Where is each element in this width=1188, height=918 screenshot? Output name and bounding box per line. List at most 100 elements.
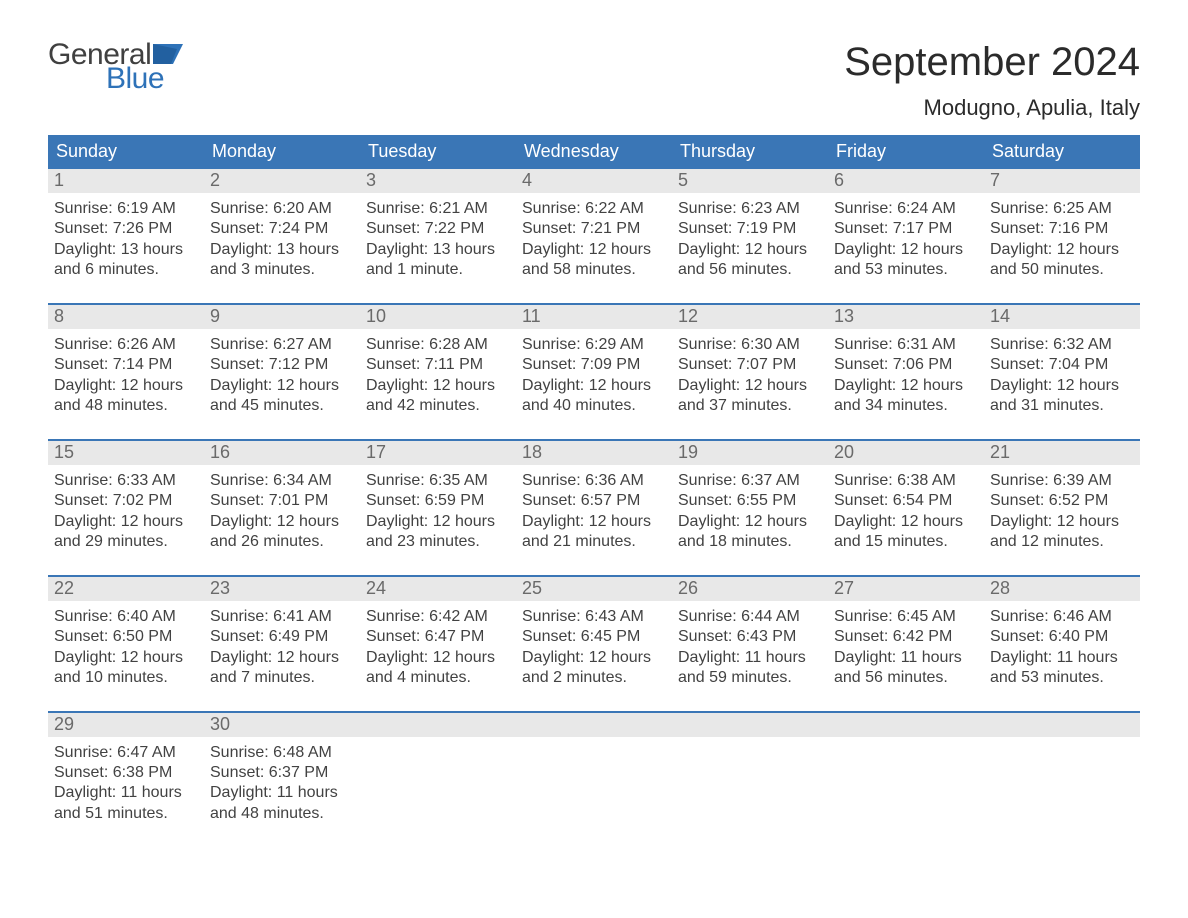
day-cell: Sunrise: 6:48 AMSunset: 6:37 PMDaylight:… xyxy=(204,737,360,829)
day-number: 11 xyxy=(516,305,672,329)
dow-sunday: Sunday xyxy=(48,135,204,169)
day-cell: Sunrise: 6:22 AMSunset: 7:21 PMDaylight:… xyxy=(516,193,672,285)
day-number: 9 xyxy=(204,305,360,329)
brand-logo: General Blue xyxy=(48,40,183,94)
day-number: 27 xyxy=(828,577,984,601)
day-dl1: Daylight: 13 hours xyxy=(366,240,510,260)
day-cell: Sunrise: 6:23 AMSunset: 7:19 PMDaylight:… xyxy=(672,193,828,285)
day-cell: Sunrise: 6:30 AMSunset: 7:07 PMDaylight:… xyxy=(672,329,828,421)
day-sunset: Sunset: 7:19 PM xyxy=(678,219,822,239)
day-dl1: Daylight: 11 hours xyxy=(210,783,354,803)
day-number xyxy=(516,713,672,737)
day-cell: Sunrise: 6:41 AMSunset: 6:49 PMDaylight:… xyxy=(204,601,360,693)
day-cell xyxy=(516,737,672,829)
day-cell: Sunrise: 6:37 AMSunset: 6:55 PMDaylight:… xyxy=(672,465,828,557)
dow-wednesday: Wednesday xyxy=(516,135,672,169)
day-dl1: Daylight: 12 hours xyxy=(522,648,666,668)
day-sunrise: Sunrise: 6:42 AM xyxy=(366,607,510,627)
day-sunrise: Sunrise: 6:24 AM xyxy=(834,199,978,219)
day-sunrise: Sunrise: 6:46 AM xyxy=(990,607,1134,627)
day-number: 7 xyxy=(984,169,1140,193)
day-sunrise: Sunrise: 6:25 AM xyxy=(990,199,1134,219)
day-dl2: and 56 minutes. xyxy=(678,260,822,280)
day-dl2: and 15 minutes. xyxy=(834,532,978,552)
day-dl2: and 56 minutes. xyxy=(834,668,978,688)
day-cell: Sunrise: 6:19 AMSunset: 7:26 PMDaylight:… xyxy=(48,193,204,285)
day-dl1: Daylight: 12 hours xyxy=(54,376,198,396)
day-dl1: Daylight: 12 hours xyxy=(522,512,666,532)
day-number: 4 xyxy=(516,169,672,193)
day-dl1: Daylight: 12 hours xyxy=(366,648,510,668)
day-sunset: Sunset: 7:01 PM xyxy=(210,491,354,511)
day-number: 2 xyxy=(204,169,360,193)
day-dl1: Daylight: 12 hours xyxy=(210,512,354,532)
day-number: 10 xyxy=(360,305,516,329)
day-cell: Sunrise: 6:34 AMSunset: 7:01 PMDaylight:… xyxy=(204,465,360,557)
day-number: 17 xyxy=(360,441,516,465)
day-number: 30 xyxy=(204,713,360,737)
day-dl2: and 4 minutes. xyxy=(366,668,510,688)
calendar-week: 1234567Sunrise: 6:19 AMSunset: 7:26 PMDa… xyxy=(48,169,1140,285)
day-number: 20 xyxy=(828,441,984,465)
day-sunset: Sunset: 6:40 PM xyxy=(990,627,1134,647)
day-sunset: Sunset: 6:38 PM xyxy=(54,763,198,783)
day-sunrise: Sunrise: 6:19 AM xyxy=(54,199,198,219)
day-dl1: Daylight: 12 hours xyxy=(834,240,978,260)
day-dl2: and 48 minutes. xyxy=(54,396,198,416)
day-dl2: and 31 minutes. xyxy=(990,396,1134,416)
day-sunset: Sunset: 6:57 PM xyxy=(522,491,666,511)
day-cell: Sunrise: 6:46 AMSunset: 6:40 PMDaylight:… xyxy=(984,601,1140,693)
day-dl2: and 21 minutes. xyxy=(522,532,666,552)
day-number xyxy=(828,713,984,737)
day-cell xyxy=(984,737,1140,829)
day-cell: Sunrise: 6:40 AMSunset: 6:50 PMDaylight:… xyxy=(48,601,204,693)
day-cell: Sunrise: 6:43 AMSunset: 6:45 PMDaylight:… xyxy=(516,601,672,693)
day-number: 22 xyxy=(48,577,204,601)
day-dl1: Daylight: 12 hours xyxy=(990,376,1134,396)
calendar-week: 15161718192021Sunrise: 6:33 AMSunset: 7:… xyxy=(48,439,1140,557)
month-title: September 2024 xyxy=(844,40,1140,85)
day-dl2: and 29 minutes. xyxy=(54,532,198,552)
day-dl1: Daylight: 12 hours xyxy=(210,648,354,668)
calendar-week: 2930Sunrise: 6:47 AMSunset: 6:38 PMDayli… xyxy=(48,711,1140,829)
day-number: 26 xyxy=(672,577,828,601)
day-dl1: Daylight: 12 hours xyxy=(366,512,510,532)
day-number: 19 xyxy=(672,441,828,465)
day-cell: Sunrise: 6:39 AMSunset: 6:52 PMDaylight:… xyxy=(984,465,1140,557)
day-dl2: and 2 minutes. xyxy=(522,668,666,688)
day-dl2: and 59 minutes. xyxy=(678,668,822,688)
day-sunrise: Sunrise: 6:31 AM xyxy=(834,335,978,355)
day-cell: Sunrise: 6:27 AMSunset: 7:12 PMDaylight:… xyxy=(204,329,360,421)
day-sunrise: Sunrise: 6:48 AM xyxy=(210,743,354,763)
day-sunset: Sunset: 7:24 PM xyxy=(210,219,354,239)
day-number-row: 2930 xyxy=(48,713,1140,737)
day-cell: Sunrise: 6:29 AMSunset: 7:09 PMDaylight:… xyxy=(516,329,672,421)
day-dl1: Daylight: 12 hours xyxy=(54,512,198,532)
day-cell: Sunrise: 6:45 AMSunset: 6:42 PMDaylight:… xyxy=(828,601,984,693)
day-dl1: Daylight: 12 hours xyxy=(834,376,978,396)
day-cell: Sunrise: 6:25 AMSunset: 7:16 PMDaylight:… xyxy=(984,193,1140,285)
day-cell: Sunrise: 6:38 AMSunset: 6:54 PMDaylight:… xyxy=(828,465,984,557)
day-dl2: and 26 minutes. xyxy=(210,532,354,552)
day-number xyxy=(984,713,1140,737)
day-cell: Sunrise: 6:32 AMSunset: 7:04 PMDaylight:… xyxy=(984,329,1140,421)
day-sunrise: Sunrise: 6:29 AM xyxy=(522,335,666,355)
day-sunrise: Sunrise: 6:27 AM xyxy=(210,335,354,355)
day-sunrise: Sunrise: 6:20 AM xyxy=(210,199,354,219)
day-dl2: and 42 minutes. xyxy=(366,396,510,416)
day-sunrise: Sunrise: 6:26 AM xyxy=(54,335,198,355)
day-cell: Sunrise: 6:47 AMSunset: 6:38 PMDaylight:… xyxy=(48,737,204,829)
day-dl2: and 3 minutes. xyxy=(210,260,354,280)
day-sunset: Sunset: 6:52 PM xyxy=(990,491,1134,511)
day-number: 12 xyxy=(672,305,828,329)
day-dl2: and 40 minutes. xyxy=(522,396,666,416)
day-cell xyxy=(672,737,828,829)
day-number-row: 22232425262728 xyxy=(48,577,1140,601)
day-dl2: and 18 minutes. xyxy=(678,532,822,552)
day-sunset: Sunset: 7:11 PM xyxy=(366,355,510,375)
day-sunset: Sunset: 7:16 PM xyxy=(990,219,1134,239)
day-dl2: and 50 minutes. xyxy=(990,260,1134,280)
day-number xyxy=(360,713,516,737)
day-number: 16 xyxy=(204,441,360,465)
dow-thursday: Thursday xyxy=(672,135,828,169)
